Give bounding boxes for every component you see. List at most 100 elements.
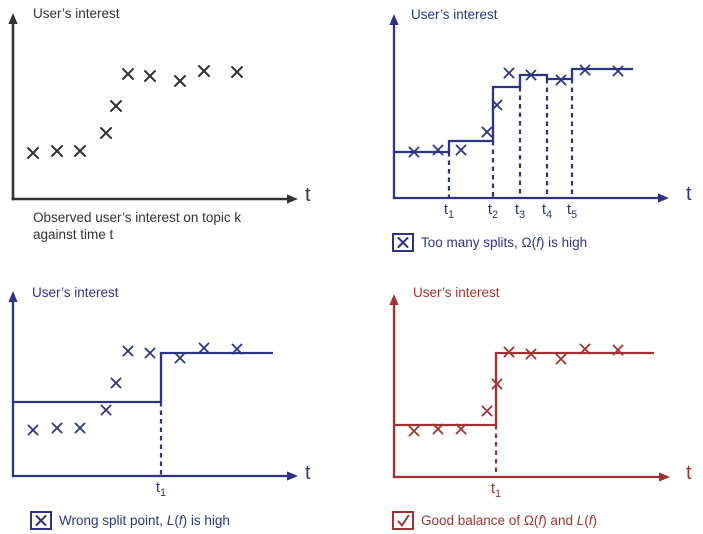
wrong-split-point-data-point-10 (231, 343, 243, 355)
split-label-base: t (487, 201, 493, 218)
x-mark-stroke (455, 144, 467, 156)
x-mark-stroke (51, 422, 63, 434)
wrong-split-point-x-axis-arrow (287, 471, 298, 481)
x-mark-stroke (27, 147, 39, 159)
x-mark-stroke (579, 343, 591, 355)
caption-segment: L (166, 513, 175, 528)
caption-segment: ) is high (539, 235, 588, 250)
panel4-caption: Good balance of Ω(f) and L(f) (392, 511, 597, 530)
panel2-x-axis-label: t (686, 183, 692, 205)
observed-data-point-5 (110, 100, 122, 112)
x-mark-stroke (74, 145, 86, 157)
panel2-caption-text: Too many splits, Ω(f) is high (421, 235, 587, 250)
x-mark-stroke (432, 423, 444, 435)
x-mark-stroke (100, 127, 112, 139)
x-box-icon (392, 233, 414, 252)
good-balance-y-axis-arrow (389, 294, 399, 305)
too-many-splits-split-label-3: t3 (515, 202, 525, 223)
too-many-splits-data-point-7 (525, 69, 537, 81)
caption-segment: f (178, 513, 183, 528)
observed-data-point-9 (198, 65, 210, 77)
good-balance-data-point-9 (579, 343, 591, 355)
observed-data-point-8 (174, 75, 186, 87)
wrong-split-point-y-axis-arrow (8, 291, 18, 302)
good-balance-data-point-5 (491, 378, 503, 390)
too-many-splits-data-point-4 (481, 126, 493, 138)
too-many-splits-step-function (394, 67, 633, 154)
split-label-subscript: 1 (495, 488, 502, 500)
x-mark-stroke (198, 342, 210, 354)
wrong-split-point-plot (8, 291, 298, 481)
x-mark-stroke (612, 344, 624, 356)
wrong-split-point-split-label-1: t1 (156, 480, 166, 501)
too-many-splits-data-point-6 (503, 67, 515, 79)
x-mark-stroke (491, 99, 503, 111)
x-mark-stroke (174, 352, 186, 364)
observed-data-point-3 (74, 145, 86, 157)
x-mark-stroke (100, 404, 112, 416)
too-many-splits-split-label-5: t5 (567, 202, 577, 223)
caption-segment: L (576, 513, 585, 528)
too-many-splits-split-label-4: t4 (542, 202, 552, 223)
wrong-split-point-data-point-6 (122, 345, 134, 357)
good-balance-data-point-8 (555, 353, 567, 365)
split-label-base: t (490, 480, 496, 497)
too-many-splits-plot (389, 14, 669, 203)
caption-segment: ( (584, 513, 589, 528)
observed-data-point-10 (231, 66, 243, 78)
x-mark-stroke (579, 64, 591, 76)
observed-data-point-2 (51, 145, 63, 157)
too-many-splits-data-point-2 (432, 144, 444, 156)
panel1-caption-line2: against time t (33, 226, 114, 242)
x-mark-stroke (51, 145, 63, 157)
x-mark-stroke (612, 65, 624, 77)
caption-segment: ) and (542, 513, 577, 528)
too-many-splits-data-point-3 (455, 144, 467, 156)
good-balance-data-point-4 (481, 405, 493, 417)
x-mark-stroke (455, 423, 467, 435)
x-mark-stroke (555, 353, 567, 365)
x-mark-stroke (174, 75, 186, 87)
panel2-y-axis-label: User’s interest (411, 7, 498, 22)
panel4-caption-text: Good balance of Ω(f) and L(f) (421, 513, 597, 528)
x-mark-stroke (491, 378, 503, 390)
observed-data-point-1 (27, 147, 39, 159)
panel4-y-axis-label: User’s interest (413, 285, 500, 300)
x-box-icon (30, 511, 52, 530)
wrong-split-point-data-point-1 (27, 424, 39, 436)
wrong-split-point-data-point-8 (174, 352, 186, 364)
check-mark-glyph (397, 514, 409, 526)
too-many-splits-data-point-1 (408, 146, 420, 158)
good-balance-x-axis-arrow (659, 472, 670, 482)
x-mark-stroke (525, 348, 537, 360)
x-mark-stroke (122, 68, 134, 80)
x-mark-stroke (503, 346, 515, 358)
split-label-subscript: 1 (448, 209, 455, 221)
good-balance-step-function (394, 351, 654, 427)
too-many-splits-split-label-2: t2 (488, 202, 498, 223)
split-label-subscript: 5 (571, 209, 578, 221)
panel3-x-axis-label: t (305, 462, 311, 484)
caption-segment: f (536, 235, 540, 250)
panel1-caption-line1: Observed user’s interest on topic k (33, 210, 242, 225)
split-label-subscript: 4 (546, 209, 553, 221)
check-box-icon (392, 511, 414, 530)
panel4-x-axis-label: t (686, 462, 692, 484)
observed-data-point-7 (144, 70, 156, 82)
x-mark-stroke (481, 126, 493, 138)
split-label-subscript: 1 (160, 487, 167, 499)
x-mark-stroke (503, 67, 515, 79)
x-mark-stroke (525, 69, 537, 81)
x-mark-stroke (144, 347, 156, 359)
caption-segment: ( (174, 513, 179, 528)
too-many-splits-split-label-1: t1 (444, 202, 454, 223)
good-balance-data-point-1 (408, 425, 420, 437)
wrong-split-point-data-point-9 (198, 342, 210, 354)
panel3-caption-text: Wrong split point, L(f) is high (59, 513, 230, 528)
caption-segment: Too many splits, Ω( (421, 235, 537, 250)
x-mark-stroke (408, 425, 420, 437)
caption-segment: ) (592, 513, 598, 528)
good-balance-plot (389, 294, 670, 482)
split-label-base: t (155, 479, 161, 496)
